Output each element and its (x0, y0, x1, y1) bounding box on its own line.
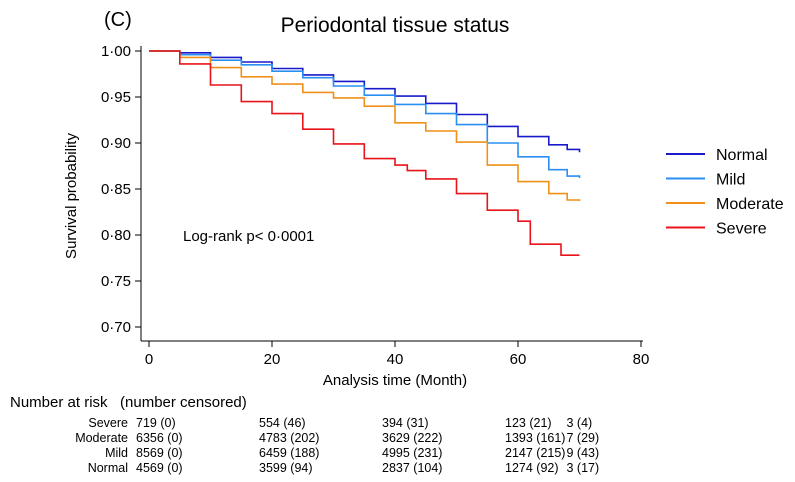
y-tick-label: 0·75 (101, 273, 131, 290)
risk-table-cell: 7 (29) (567, 431, 600, 445)
risk-table: Severe 719 (0) 554 (46) 394 (31) 123 (21) 3 (… (75, 416, 599, 475)
risk-table-cell: 554 (46) (259, 416, 306, 430)
legend-label-moderate: Moderate (716, 196, 784, 213)
legend: Normal Mild Moderate Severe (666, 147, 784, 238)
risk-table-cell: 6356 (0) (136, 431, 183, 445)
legend-label-normal: Normal (716, 147, 768, 164)
panel-label: (C) (104, 9, 132, 31)
risk-table-cell: 1274 (92) (505, 461, 559, 475)
risk-table-cell: 394 (31) (382, 416, 429, 430)
curve-moderate (149, 50, 581, 201)
risk-row-label-normal: Normal (88, 461, 128, 475)
risk-table-cell: 8569 (0) (136, 446, 183, 460)
risk-table-cell: 3629 (222) (382, 431, 442, 445)
x-tick-label: 80 (633, 351, 650, 368)
curve-mild (149, 50, 581, 178)
y-tick-label: 0·95 (101, 89, 131, 106)
x-tick-label: 0 (145, 351, 153, 368)
risk-table-cell: 2837 (104) (382, 461, 442, 475)
risk-row-label-severe: Severe (88, 416, 128, 430)
risk-table-cell: 3 (4) (567, 416, 593, 430)
legend-label-severe: Severe (716, 221, 767, 238)
risk-table-cell: 4569 (0) (136, 461, 183, 475)
risk-row-label-mild: Mild (105, 446, 128, 460)
risk-table-cell: 719 (0) (136, 416, 176, 430)
risk-row-label-moderate: Moderate (75, 431, 128, 445)
risk-table-cell: 3599 (94) (259, 461, 313, 475)
y-tick-label: 0·70 (101, 319, 131, 336)
y-tick-label: 1·00 (101, 43, 131, 60)
risk-table-cell: 123 (21) (505, 416, 552, 430)
risk-table-cell: 3 (17) (567, 461, 600, 475)
x-tick-label: 20 (264, 351, 281, 368)
curve-normal (149, 50, 581, 153)
legend-label-mild: Mild (716, 172, 745, 189)
risk-table-cell: 4783 (202) (259, 431, 319, 445)
chart-title: Periodontal tissue status (281, 14, 510, 37)
risk-table-cell: 4995 (231) (382, 446, 442, 460)
x-tick-label: 40 (387, 351, 404, 368)
survival-curves (149, 50, 581, 256)
axes: 0·70 0·75 0·80 0·85 0·90 0·95 1·00 0 20 40 60 80 (101, 43, 649, 368)
risk-table-cell: 2147 (215) (505, 446, 565, 460)
curve-severe (149, 50, 580, 256)
y-axis-label: Survival probability (63, 133, 80, 259)
risk-table-cell: 9 (43) (567, 446, 600, 460)
y-tick-label: 0·85 (101, 181, 131, 198)
risk-table-header: Number at risk (number censored) (10, 394, 247, 411)
x-tick-label: 60 (510, 351, 527, 368)
risk-table-cell: 6459 (188) (259, 446, 319, 460)
x-axis-label: Analysis time (Month) (323, 372, 467, 389)
y-tick-label: 0·90 (101, 135, 131, 152)
logrank-annotation: Log-rank p< 0·0001 (183, 228, 314, 245)
risk-table-cell: 1393 (161) (505, 431, 565, 445)
y-tick-label: 0·80 (101, 227, 131, 244)
